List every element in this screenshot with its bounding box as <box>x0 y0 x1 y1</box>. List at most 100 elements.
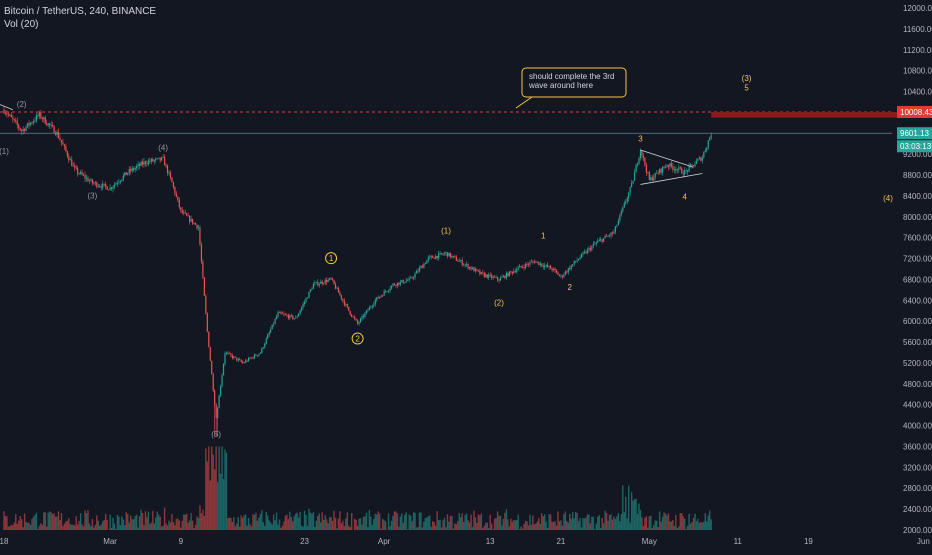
candle-body <box>51 125 52 126</box>
candle-body <box>375 300 376 304</box>
volume-bar <box>201 513 202 530</box>
candle-body <box>230 354 231 356</box>
candle-body <box>397 283 398 286</box>
candle-body <box>361 316 362 318</box>
volume-bar <box>694 514 695 530</box>
candle-body <box>469 267 470 268</box>
volume-bar <box>117 515 118 530</box>
y-axis-tick-label: 8000.00 <box>903 213 932 222</box>
volume-bar <box>348 526 349 530</box>
candle-body <box>123 176 124 180</box>
volume-bar <box>429 515 430 530</box>
volume-bar <box>205 448 206 530</box>
candle-body <box>325 280 326 283</box>
volume-bar <box>434 522 435 530</box>
candle-body <box>241 360 242 362</box>
candle-body <box>410 278 411 279</box>
y-axis-tick-label: 11600.00 <box>903 25 932 34</box>
candle-body <box>382 296 383 297</box>
volume-bar <box>232 522 233 530</box>
candle-body <box>391 286 392 289</box>
volume-bar <box>311 514 312 530</box>
volume-bar <box>604 511 605 530</box>
volume-bar <box>453 529 454 530</box>
candle-body <box>628 193 629 199</box>
volume-bar <box>185 515 186 530</box>
volume-bar <box>327 523 328 530</box>
volume-bar <box>99 526 100 530</box>
volume-bar <box>464 515 465 530</box>
candle-body <box>328 280 329 282</box>
volume-bar <box>541 513 542 530</box>
volume-bar <box>92 519 93 530</box>
volume-bar <box>609 515 610 530</box>
volume-bar <box>239 527 240 530</box>
candle-body <box>258 354 259 356</box>
candle-body <box>515 271 516 272</box>
candle-body <box>205 296 206 314</box>
volume-bar <box>137 528 138 530</box>
candle-body <box>675 169 676 171</box>
volume-bar <box>223 479 224 530</box>
volume-bar <box>139 516 140 530</box>
volume-bar <box>155 517 156 530</box>
candle-body <box>207 313 208 331</box>
candle-body <box>323 283 324 284</box>
volume-bar <box>277 525 278 530</box>
volume-bar <box>238 517 239 530</box>
volume-bar <box>553 522 554 530</box>
volume-bar <box>21 519 22 530</box>
x-axis-tick-label: 19 <box>804 537 813 546</box>
volume-bar <box>400 516 401 530</box>
candle-body <box>347 304 348 307</box>
volume-bar <box>697 519 698 530</box>
candle-body <box>245 361 246 363</box>
candle-body <box>616 225 617 226</box>
candle-body <box>529 262 530 264</box>
candle-body <box>297 317 298 318</box>
volume-bar <box>500 516 501 530</box>
x-axis-tick-label: Jun <box>917 537 930 546</box>
candle-body <box>62 142 63 144</box>
candle-body <box>186 213 187 215</box>
volume-bar <box>252 514 253 530</box>
volume-bar <box>700 522 701 530</box>
candle-body <box>121 179 122 181</box>
candle-body <box>373 304 374 306</box>
volume-bar <box>383 520 384 530</box>
volume-bar <box>182 521 183 530</box>
candle-body <box>77 168 78 173</box>
volume-bar <box>289 512 290 530</box>
candle-body <box>693 165 694 166</box>
candle-body <box>48 123 49 125</box>
candle-body <box>277 312 278 316</box>
volume-bar <box>31 519 32 530</box>
candle-body <box>114 185 115 187</box>
volume-bar <box>149 524 150 530</box>
candle-body <box>320 282 321 284</box>
volume-bar <box>568 523 569 530</box>
candle-body <box>677 170 678 171</box>
y-axis-tick-label: 4000.00 <box>903 422 932 431</box>
candle-body <box>594 244 595 245</box>
candle-body <box>643 156 644 158</box>
volume-bar <box>30 525 31 530</box>
candle-body <box>622 207 623 211</box>
y-axis-tick-label: 4800.00 <box>903 380 932 389</box>
volume-bar <box>27 523 28 530</box>
volume-bar <box>557 511 558 530</box>
candle-body <box>86 178 87 179</box>
volume-bar <box>255 513 256 530</box>
candle-body <box>182 210 183 213</box>
candle-body <box>168 173 169 174</box>
candle-body <box>403 280 404 283</box>
candle-body <box>314 283 315 284</box>
candle-body <box>691 165 692 166</box>
volume-bar <box>241 515 242 530</box>
volume-bar <box>363 517 364 530</box>
volume-bar <box>24 514 25 530</box>
volume-bar <box>683 516 684 530</box>
candle-body <box>286 315 287 316</box>
